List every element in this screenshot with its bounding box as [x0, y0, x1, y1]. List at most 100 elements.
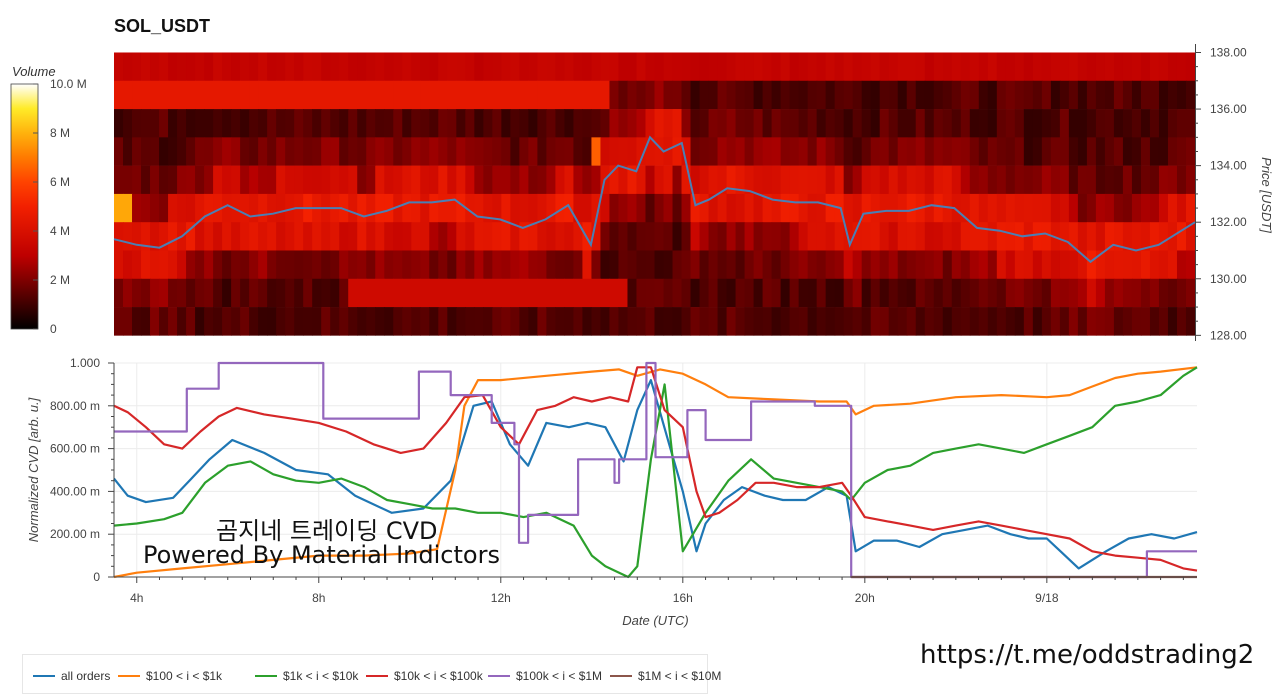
heat-cell	[132, 80, 142, 110]
heat-cell	[645, 52, 656, 82]
legend-item[interactable]: all orders	[33, 669, 110, 683]
legend-item[interactable]: $1M < i < $10M	[610, 669, 721, 683]
heat-cell	[582, 52, 593, 82]
heat-cell	[960, 109, 971, 138]
heat-cell	[465, 250, 475, 280]
heat-cell	[123, 193, 133, 223]
heat-cell	[897, 307, 908, 336]
heat-cell	[204, 137, 214, 166]
heat-cell	[312, 278, 322, 308]
heat-cell	[708, 250, 719, 280]
heat-cell	[681, 193, 692, 223]
heat-cell	[897, 109, 908, 138]
heat-cell	[1023, 109, 1034, 138]
heat-cell	[870, 137, 881, 166]
heat-cell	[609, 222, 620, 251]
heat-cell	[1050, 137, 1061, 166]
cvd-x-axis-label: Date (UTC)	[622, 613, 688, 628]
heat-cell	[141, 137, 151, 166]
heat-cell	[213, 193, 223, 223]
heat-cell	[960, 250, 971, 280]
heat-cell	[492, 52, 502, 82]
heat-cell	[204, 52, 214, 82]
heat-cell	[474, 137, 484, 166]
heat-cell	[267, 278, 277, 308]
heat-cell	[942, 109, 953, 138]
heat-cell	[483, 250, 493, 280]
heat-cell	[1023, 193, 1034, 223]
heat-cell	[348, 250, 358, 280]
heat-cell	[411, 222, 421, 251]
heat-cell	[1095, 307, 1106, 336]
heat-cell	[339, 222, 349, 251]
heat-cell	[231, 165, 241, 195]
heat-cell	[906, 137, 917, 166]
heat-cell	[474, 307, 484, 336]
heat-cell	[1005, 165, 1016, 195]
heat-cell	[573, 278, 584, 308]
heat-cell	[618, 278, 629, 308]
heat-cell	[285, 109, 295, 138]
heat-cell	[1050, 193, 1061, 223]
heat-cell	[213, 52, 223, 82]
heat-cell	[447, 250, 457, 280]
heat-cell	[1041, 165, 1052, 195]
heat-cell	[204, 307, 214, 336]
heat-cell	[213, 222, 223, 251]
heat-cell	[537, 222, 547, 251]
heat-cell	[699, 193, 710, 223]
heat-cell	[249, 109, 259, 138]
heat-cell	[933, 137, 944, 166]
heat-cell	[456, 307, 466, 336]
heat-cell	[1185, 80, 1196, 110]
heat-cell	[690, 222, 701, 251]
heat-cell	[114, 193, 124, 223]
cvd-y-axis-label: Normalized CVD [arb. u.]	[26, 397, 41, 542]
colorbar-scale	[10, 83, 39, 330]
heat-cell	[1122, 307, 1133, 336]
heat-cell	[141, 250, 151, 280]
heat-cell	[1059, 278, 1070, 308]
heat-cell	[249, 165, 259, 195]
heat-cell	[150, 109, 160, 138]
heat-cell	[996, 193, 1007, 223]
heat-cell	[951, 165, 962, 195]
heat-cell	[384, 137, 394, 166]
heat-cell	[141, 193, 151, 223]
heat-cell	[627, 193, 638, 223]
heat-cell	[420, 137, 430, 166]
price-tick-label: 136.00	[1210, 102, 1247, 116]
heat-cell	[708, 165, 719, 195]
heat-cell	[690, 52, 701, 82]
heat-cell	[771, 80, 782, 110]
heat-cell	[987, 307, 998, 336]
heat-cell	[708, 278, 719, 308]
heat-cell	[1131, 165, 1142, 195]
legend-item[interactable]: $10k < i < $100k	[366, 669, 483, 683]
heat-cell	[591, 109, 602, 138]
heat-cell	[1131, 307, 1142, 336]
heat-cell	[942, 278, 953, 308]
heat-cell	[681, 250, 692, 280]
heat-cell	[546, 193, 557, 223]
heat-cell	[1041, 222, 1052, 251]
heat-cell	[294, 222, 304, 251]
legend-item[interactable]: $100 < i < $1k	[118, 669, 222, 683]
heat-cell	[429, 52, 439, 82]
legend-item[interactable]: $1k < i < $10k	[255, 669, 358, 683]
cvd-x-tick-label: 9/18	[1035, 591, 1059, 605]
heat-cell	[1059, 307, 1070, 336]
heat-cell	[285, 52, 295, 82]
heat-cell	[1185, 109, 1196, 138]
legend-item[interactable]: $100k < i < $1M	[488, 669, 602, 683]
heat-cell	[1041, 278, 1052, 308]
heat-cell	[1149, 307, 1160, 336]
heat-cell	[861, 80, 872, 110]
heat-cell	[915, 222, 926, 251]
heat-cell	[672, 165, 683, 195]
heat-cell	[807, 109, 818, 138]
heat-cell	[780, 52, 791, 82]
telegram-link[interactable]: https://t.me/oddstrading2	[920, 640, 1255, 670]
heat-cell	[591, 278, 602, 308]
heat-cell	[798, 109, 809, 138]
